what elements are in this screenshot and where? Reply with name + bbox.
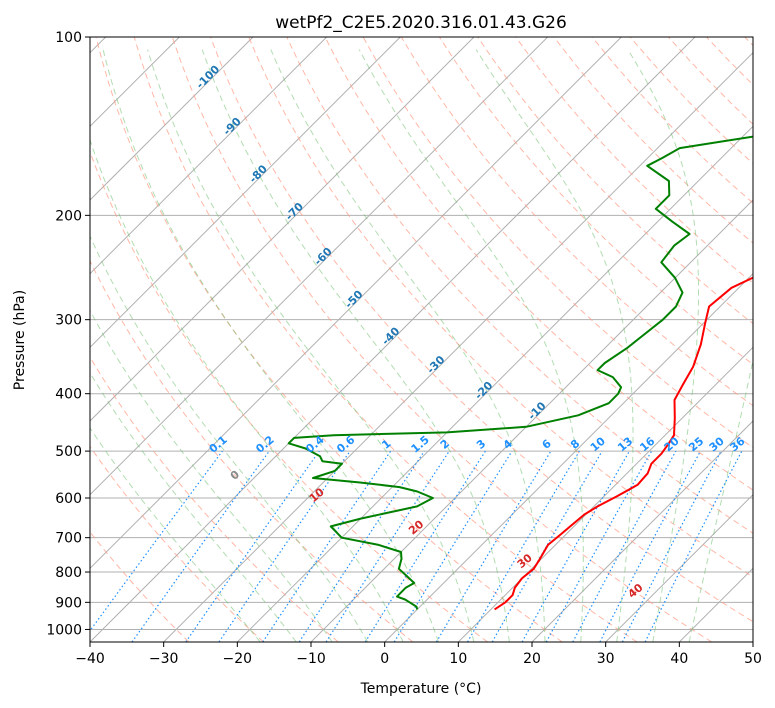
- y-tick-label: 600: [55, 491, 82, 507]
- moist-adiabat-line: [90, 138, 404, 642]
- y-tick-label: 200: [55, 208, 82, 224]
- y-tick-label: 700: [55, 531, 82, 547]
- y-tick-label: 800: [55, 565, 82, 581]
- isotherm-line: [605, 493, 753, 642]
- y-tick-label: 300: [55, 313, 82, 329]
- moist-adiabat-line: [90, 427, 261, 642]
- dry-adiabat-line: [90, 445, 264, 642]
- isotherm-line: [384, 272, 753, 642]
- background-lines: [90, 37, 753, 642]
- dry-adiabat-line: [90, 356, 339, 642]
- moist-adiabat-line: [102, 49, 439, 642]
- mixing-ratio-line: [218, 450, 351, 642]
- dry-adiabat-line: [324, 37, 753, 491]
- mixing-ratio-line: [185, 450, 320, 642]
- moist-adiabat-line: [270, 49, 546, 642]
- x-tick-label: 50: [744, 651, 762, 667]
- dry-adiabat-line: [286, 37, 753, 534]
- x-axis-label: Temperature (°C): [360, 681, 482, 697]
- moist-adiabat-line: [688, 358, 753, 642]
- y-axis-label: Pressure (hPa): [12, 290, 28, 390]
- mixing-ratio-line: [572, 450, 677, 642]
- x-tick-label: −20: [223, 651, 253, 667]
- mixing-ratio-line: [521, 450, 631, 642]
- y-tick-label: 900: [55, 595, 82, 611]
- pressure-grid: [90, 37, 753, 630]
- moist-adiabat-line: [201, 49, 510, 642]
- isotherm-line: [531, 420, 753, 642]
- dry-adiabat-line: [133, 37, 638, 642]
- dry-adiabat-line: [515, 37, 753, 284]
- isotherm-line: [752, 641, 753, 642]
- moist-adiabat-line: [627, 49, 699, 642]
- mixing-ratio-line: [545, 450, 653, 642]
- x-tick-label: 0: [380, 651, 389, 667]
- y-tick-label: 500: [55, 444, 82, 460]
- mixing-ratio-line: [644, 450, 743, 642]
- moist-adiabat-line: [90, 235, 369, 642]
- isotherm-line: [163, 51, 753, 642]
- moist-adiabat-line: [147, 49, 475, 642]
- y-tick-label: 1000: [46, 622, 82, 638]
- dry-adiabat-line: [210, 37, 753, 623]
- dry-adiabat-line: [171, 37, 712, 642]
- x-tick-label: 30: [597, 651, 615, 667]
- isotherm-line: [90, 37, 328, 275]
- isotherm-line: [457, 346, 753, 642]
- x-tick-label: 40: [670, 651, 688, 667]
- isotherm-line: [90, 37, 696, 642]
- x-tick-label: −10: [296, 651, 326, 667]
- mixing-ratio-line: [298, 450, 425, 642]
- isotherm-line: [90, 37, 254, 201]
- dry-adiabat-line: [248, 37, 753, 578]
- chart-title: wetPf2_C2E5.2020.316.01.43.G26: [275, 13, 567, 33]
- isotherm-line: [90, 37, 475, 422]
- x-tick-label: 20: [523, 651, 541, 667]
- temperature-profile-line: [494, 276, 753, 611]
- y-tick-label: 400: [55, 387, 82, 403]
- plot-background: [90, 37, 753, 642]
- x-tick-label: 10: [449, 651, 467, 667]
- x-tick-label: −40: [75, 651, 105, 667]
- dewpoint-profile-line: [287, 135, 753, 610]
- mixing-ratio-line: [393, 450, 513, 642]
- mixing-ratio-line: [90, 450, 223, 632]
- mixing-ratio-line: [325, 450, 450, 642]
- moist-adiabat-line: [90, 371, 297, 642]
- mixing-ratio-line: [262, 450, 392, 642]
- moist-adiabat-line: [90, 309, 333, 642]
- plot-frame: [89, 36, 754, 643]
- profile-series: [287, 135, 753, 611]
- y-tick-label: 100: [55, 30, 82, 46]
- isotherm-line: [90, 37, 622, 570]
- x-tick-label: −30: [149, 651, 179, 667]
- dry-adiabat-line: [90, 259, 414, 642]
- mixing-ratio-line: [131, 450, 270, 642]
- isotherm-line: [90, 37, 549, 496]
- isotherm-line: [90, 37, 401, 349]
- dry-adiabat-line: [95, 37, 563, 642]
